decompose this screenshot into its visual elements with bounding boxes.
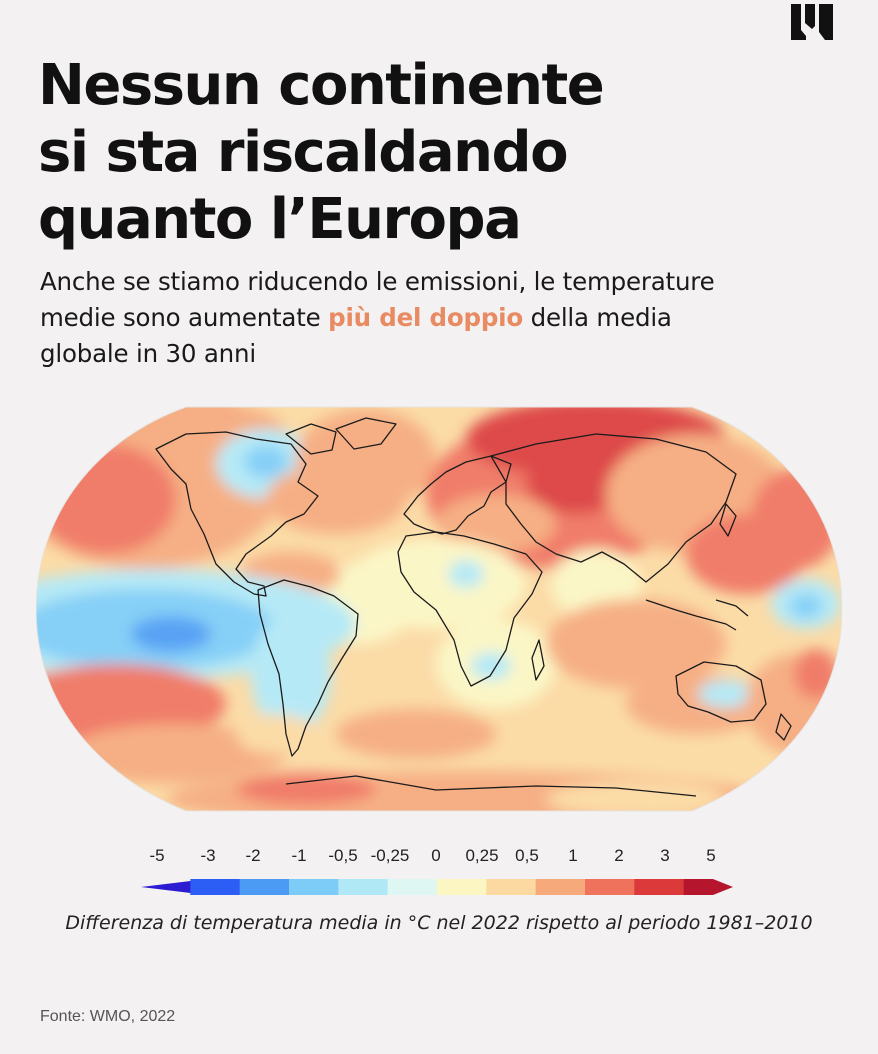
legend-label: 1 bbox=[568, 846, 578, 865]
legend-label: -0,5 bbox=[328, 846, 358, 865]
legend-swatch bbox=[437, 879, 487, 895]
legend-swatch bbox=[190, 879, 241, 895]
title-line-1: Nessun continente bbox=[38, 53, 605, 118]
anomaly-field bbox=[36, 407, 842, 811]
continent-outlines bbox=[155, 417, 792, 797]
subtitle-line-2-start: medie sono aumentate bbox=[40, 303, 329, 332]
legend-swatch bbox=[338, 879, 389, 895]
legend-swatch bbox=[387, 879, 438, 895]
source-note: Fonte: WMO, 2022 bbox=[40, 1008, 176, 1025]
legend-label: -5 bbox=[149, 846, 165, 865]
legend-label: 2 bbox=[614, 846, 624, 865]
subtitle-line-3: globale in 30 anni bbox=[40, 339, 256, 368]
subtitle-line-2: medie sono aumentate più del doppio dell… bbox=[40, 300, 840, 336]
legend-swatch bbox=[585, 879, 635, 895]
title-line-3: quanto l’Europa bbox=[38, 187, 522, 252]
color-legend: -5 -3 -2 -1 -0,5 -0,25 0 0,25 0,5 1 2 3 … bbox=[137, 846, 737, 898]
page-title: Nessun continente si sta riscaldando qua… bbox=[38, 52, 818, 253]
legend-swatch bbox=[634, 879, 685, 895]
temperature-anomaly-world-map bbox=[36, 406, 842, 812]
legend-color-bar bbox=[141, 879, 733, 895]
legend-swatch bbox=[535, 879, 586, 895]
subtitle-highlight: più del doppio bbox=[328, 303, 523, 332]
legend-label: 0,5 bbox=[515, 846, 539, 865]
legend-swatch bbox=[486, 879, 537, 895]
subtitle: Anche se stiamo riducendo le emissioni, … bbox=[40, 264, 840, 372]
subtitle-line-2-end: della media bbox=[523, 303, 672, 332]
legend-swatch bbox=[683, 879, 733, 895]
legend-label: -1 bbox=[291, 846, 307, 865]
title-line-2: si sta riscaldando bbox=[38, 120, 569, 185]
legend-label: 5 bbox=[706, 846, 716, 865]
publisher-logo bbox=[791, 4, 833, 40]
subtitle-line-1: Anche se stiamo riducendo le emissioni, … bbox=[40, 267, 715, 296]
legend-label: 0,25 bbox=[465, 846, 499, 865]
map-caption: Differenza di temperatura media in °C ne… bbox=[65, 912, 813, 934]
legend-swatch bbox=[239, 879, 290, 895]
legend-swatch bbox=[289, 879, 339, 895]
legend-label: -0,25 bbox=[370, 846, 410, 865]
legend-label: -3 bbox=[200, 846, 216, 865]
legend-label: 0 bbox=[431, 846, 441, 865]
legend-label: 3 bbox=[660, 846, 670, 865]
legend-label: -2 bbox=[245, 846, 261, 865]
